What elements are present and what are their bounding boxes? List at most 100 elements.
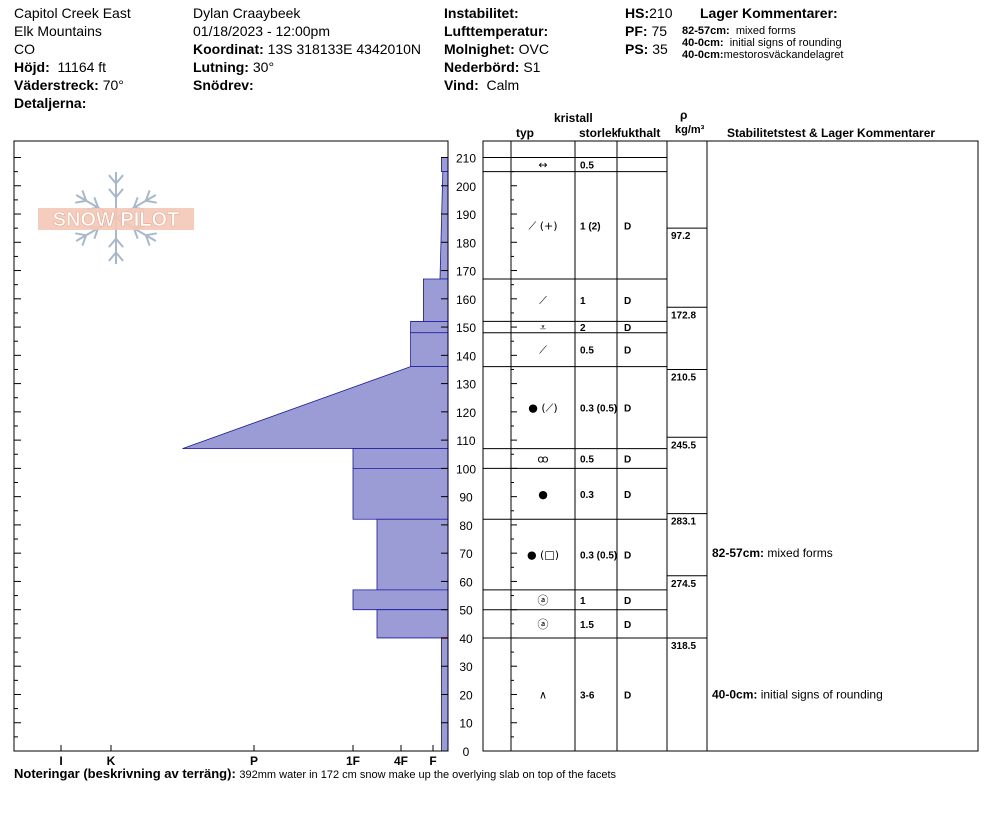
grain-type: ⩡ — [540, 321, 546, 334]
layer-comments-list: 82-57cm: mixed forms 40-0cm: initial sig… — [682, 25, 843, 61]
y-tick-label: 10 — [459, 717, 473, 731]
moisture-value: D — [624, 690, 631, 701]
elevation-row: Höjd: 11164 ft — [14, 59, 107, 75]
details-row: Detaljerna: — [14, 95, 87, 111]
layer-table-frame — [482, 140, 979, 752]
x-tick-label: F — [429, 754, 436, 768]
coordinate-row: Koordinat: 13S 318133E 4342010N — [193, 41, 422, 57]
moisture-value: D — [624, 346, 631, 357]
site-info: Capitol Creek East Elk Mountains CO Höjd… — [14, 4, 131, 112]
drift-row: Snödrev: — [193, 77, 254, 93]
stability-comment: 82-57cm: mixed forms — [712, 546, 833, 560]
moisture-value: D — [624, 454, 631, 465]
x-tick-label: I — [59, 754, 62, 768]
grain-type: ⟋ — [539, 344, 547, 357]
stability-comment-range: 82-57cm: — [712, 546, 767, 560]
x-tick-label: 4F — [394, 754, 408, 768]
hardness-layer-polygon — [439, 171, 449, 280]
grain-size: 1.5 — [580, 620, 594, 631]
snowflake-branch — [115, 251, 124, 262]
snowflake-branch — [115, 238, 124, 248]
snowflake-branch — [81, 190, 88, 202]
moisture-value: D — [624, 404, 631, 415]
y-tick-label: 70 — [459, 547, 473, 561]
hardness-layer-polygon — [182, 366, 449, 449]
y-tick-label: 40 — [459, 632, 473, 646]
coordinate-value: 13S 318133E 4342010N — [267, 41, 422, 57]
y-tick-label: 100 — [456, 462, 476, 476]
snowflake-branch — [144, 234, 151, 246]
moisture-value: D — [624, 551, 631, 562]
snow-pilot-logo: SNOW PILOT — [38, 172, 194, 264]
y-tick-label: 190 — [456, 208, 476, 222]
precip-row: Nederbörd: S1 — [444, 59, 541, 75]
grain-size: 0.5 — [580, 346, 594, 357]
snowflake-branch — [145, 199, 157, 204]
aspect-value: 70° — [102, 77, 124, 93]
moisture-value: D — [624, 490, 631, 501]
notes-row: Noteringar (beskrivning av terräng): 392… — [14, 766, 616, 781]
snowflake-branch — [115, 174, 124, 185]
observer-info: Dylan Craaybeek 01/18/2023 - 12:00pm Koo… — [193, 4, 421, 94]
density-symbol-header: ρ — [680, 108, 688, 122]
hardness-layer-polygon — [376, 609, 449, 639]
moisture-value: D — [624, 620, 631, 631]
y-tick-label: 130 — [456, 378, 476, 392]
snowflake-branch — [144, 190, 151, 202]
layer-comment: 40-0cm: initial signs of rounding — [682, 37, 842, 49]
moisture-value: D — [624, 221, 631, 232]
grain-type: ⓐ — [538, 594, 549, 607]
wind-value: Calm — [486, 77, 520, 93]
snowflake-branch — [93, 228, 100, 240]
logo-text: SNOW PILOT — [53, 209, 180, 231]
instability-row: Instabilitet: — [444, 5, 519, 21]
grain-type: ● — [538, 488, 548, 501]
stability-comment-range: 40-0cm: — [712, 687, 761, 701]
slope-row: Lutning: 30° — [193, 59, 275, 75]
hardness-layer-polygon — [422, 278, 449, 322]
snowflake-branch — [145, 232, 157, 237]
snowflake-branch — [115, 188, 124, 198]
grain-type: ⓐ — [538, 618, 549, 631]
hardness-layer-polygon — [440, 157, 449, 173]
moisture-header: fukthalt — [617, 126, 661, 140]
layer-comments-title: Lager Kommentarer: — [700, 5, 838, 21]
notes-text: 392mm water in 172 cm snow make up the o… — [239, 769, 617, 781]
y-tick-label: 150 — [456, 321, 476, 335]
snowflake-branch — [81, 234, 88, 246]
aspect-row: Väderstreck: 70° — [14, 77, 124, 93]
y-tick-label: 80 — [459, 519, 473, 533]
density-value: 245.5 — [671, 440, 696, 451]
location-name: Capitol Creek East — [14, 5, 131, 21]
layer-comment: 40-0cm:mestorosväckandelagret — [682, 49, 844, 61]
notes-label: Noteringar (beskrivning av terräng): — [14, 766, 236, 781]
crystal-header: kristall — [554, 111, 593, 125]
grain-type: ● (⟋) — [528, 402, 557, 415]
stability-comment: 40-0cm: initial signs of rounding — [712, 687, 883, 701]
x-tick-label: K — [107, 754, 116, 768]
elevation-value: 11164 ft — [57, 59, 107, 75]
density-value: 210.5 — [671, 372, 696, 383]
density-value: 274.5 — [671, 579, 696, 590]
hardness-layer-polygon — [352, 589, 449, 611]
moisture-value: D — [624, 323, 631, 334]
pf-value: 75 — [651, 23, 668, 39]
weather-info: Instabilitet: Lufttemperatur: Molnighet:… — [444, 4, 552, 94]
observation-datetime: 01/18/2023 - 12:00pm — [193, 23, 330, 39]
grain-size: 0.3 — [580, 490, 594, 501]
observer-name: Dylan Craaybeek — [193, 5, 301, 21]
state-name: CO — [14, 41, 35, 57]
y-tick-label: 20 — [459, 688, 473, 702]
y-tick-label: 50 — [459, 604, 473, 618]
density-unit-header: kg/m³ — [675, 124, 705, 136]
grain-type: ⟋ (+) — [529, 219, 558, 232]
y-tick-label: 120 — [456, 406, 476, 420]
hardness-layer-polygon — [376, 518, 449, 591]
precip-value: S1 — [523, 59, 541, 75]
snowflake-branch — [93, 196, 100, 208]
grain-type: ● (□) — [527, 549, 559, 562]
y-tick-label: 170 — [456, 265, 476, 279]
wind-row: Vind: Calm — [444, 77, 520, 93]
y-tick-label: 210 — [456, 152, 476, 166]
